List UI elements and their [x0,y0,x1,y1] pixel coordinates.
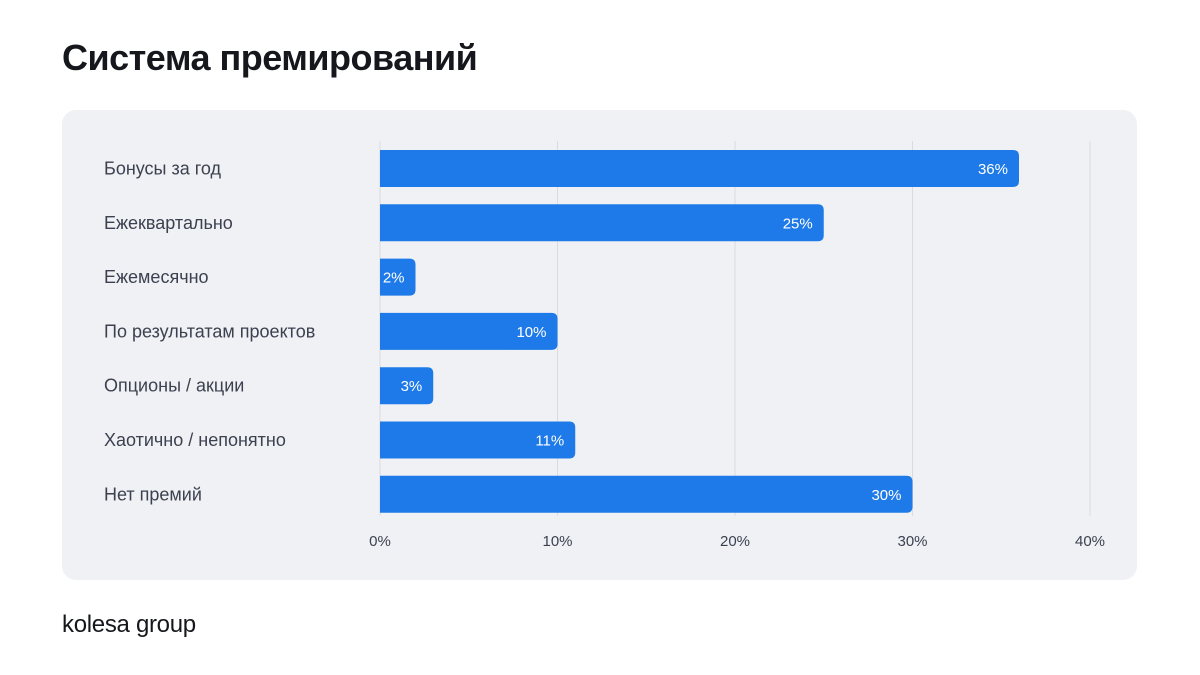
x-axis-tick-labels: 0% 10% 20% 30% 40% [369,533,1105,550]
x-tick-label: 0% [369,533,391,550]
category-labels: Бонусы за год Ежеквартально Ежемесячно По р… [104,159,315,505]
bar-6 [380,421,576,459]
bar-4 [380,312,558,350]
category-label: Ежемесячно [104,267,209,287]
category-label: Хаотично / непонятно [104,430,286,450]
bar-value-label: 25% [783,215,813,232]
x-tick-label: 40% [1075,533,1105,550]
bar-value-label: 36% [978,161,1008,178]
bar-7 [380,475,913,513]
bar-3 [380,258,416,296]
kolesa-group-logo: kolesa group [62,611,196,638]
page-title: Система премирований [62,37,478,78]
x-tick-label: 30% [897,533,927,550]
bar-value-label: 11% [535,433,564,450]
category-label: По результатам проектов [104,321,315,341]
bars: 36% 25% 2% 10% 3% 11% 30% [380,150,1019,513]
x-tick-label: 10% [542,533,572,550]
bar-chart: 36% 25% 2% 10% 3% 11% 30% Бонусы за год Ежеквар… [104,141,1105,550]
bar-value-label: 3% [401,378,423,395]
bar-value-label: 2% [383,270,405,287]
bar-5 [380,367,434,405]
bar-value-label: 10% [516,324,546,341]
category-label: Опционы / акции [104,376,244,396]
bar-1 [380,150,1019,187]
bar-2 [380,204,824,242]
category-label: Нет премий [104,484,202,504]
category-label: Ежеквартально [104,213,233,233]
x-tick-label: 20% [720,533,750,550]
category-label: Бонусы за год [104,159,222,179]
chart-panel: 36% 25% 2% 10% 3% 11% 30% Бонусы за год Ежеквар… [62,110,1137,580]
bar-value-label: 30% [871,487,901,504]
